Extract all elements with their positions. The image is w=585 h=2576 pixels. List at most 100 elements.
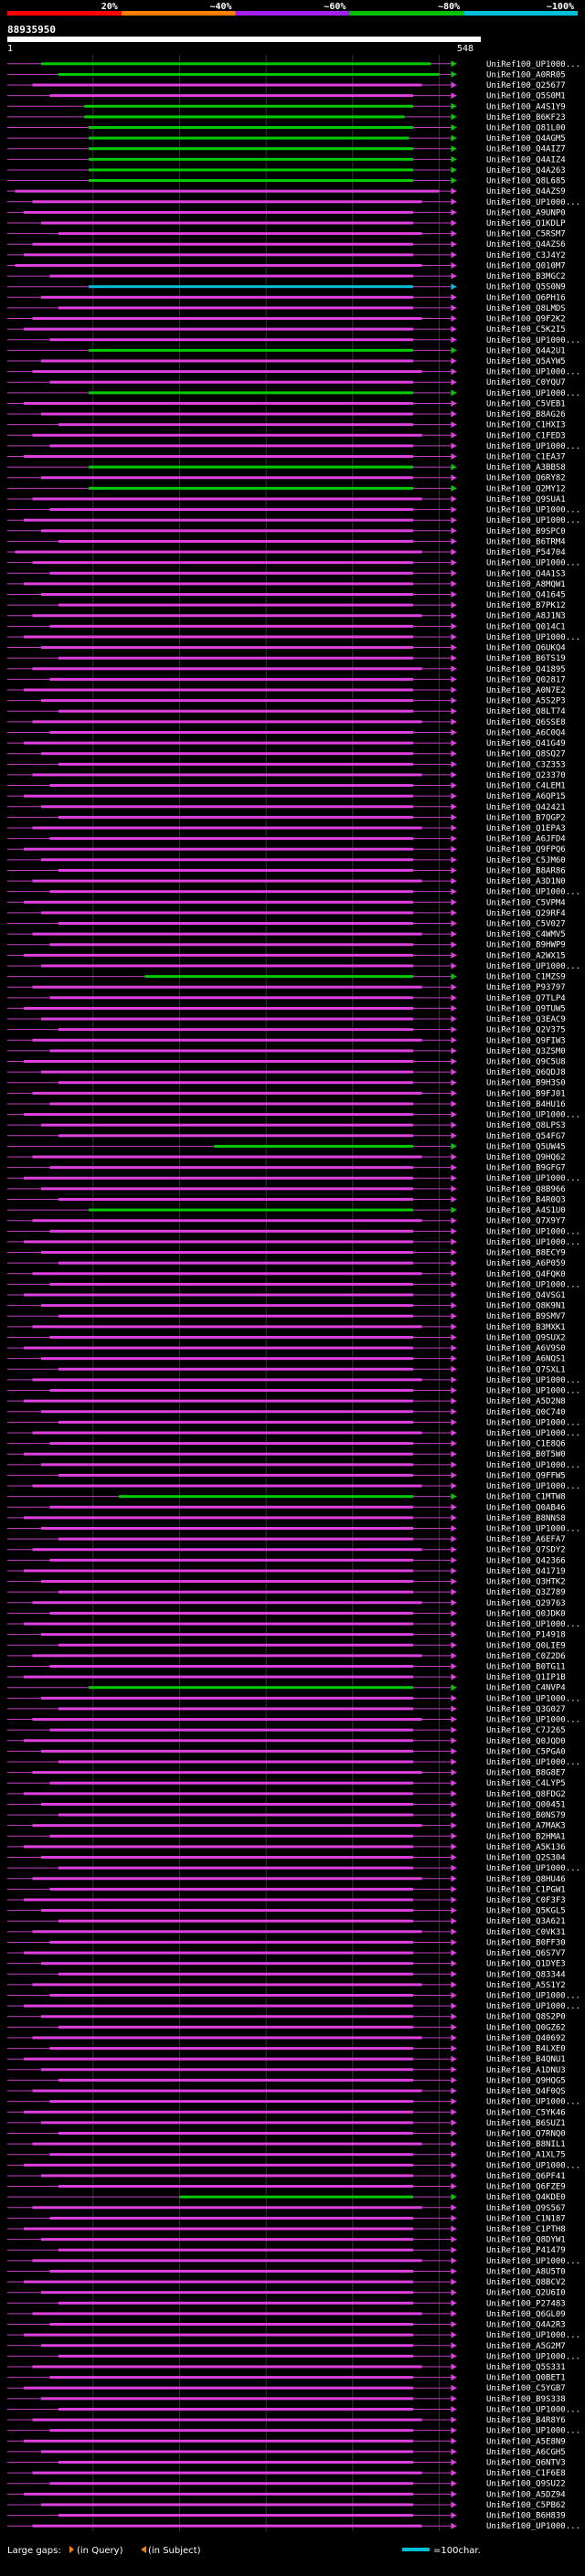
hit-row[interactable]: UniRef100_Q6FZE9 [7, 2183, 566, 2192]
hit-row[interactable]: UniRef100_C1E8Q6 [7, 1440, 566, 1449]
hit-row[interactable]: UniRef100_C5RSM7 [7, 230, 566, 239]
hit-row[interactable]: UniRef100_Q4AGM5 [7, 134, 566, 143]
hit-row[interactable]: UniRef100_A6QP15 [7, 792, 566, 801]
hit-row[interactable]: UniRef100_B8AR86 [7, 866, 566, 875]
hit-row[interactable]: UniRef100_A3BBS8 [7, 463, 566, 472]
hit-row[interactable]: UniRef100_Q9HQ62 [7, 1153, 566, 1162]
hit-row[interactable]: UniRef100_Q0LIE9 [7, 1641, 566, 1650]
hit-row[interactable]: UniRef100_Q4FQK0 [7, 1270, 566, 1279]
hit-row[interactable]: UniRef100_Q1KDLP [7, 219, 566, 228]
hit-row[interactable]: UniRef100_Q54FG7 [7, 1132, 566, 1141]
hit-row[interactable]: UniRef100_Q0JQD0 [7, 1737, 566, 1746]
hit-row[interactable]: UniRef100_A6CGH5 [7, 2448, 566, 2457]
hit-row[interactable]: UniRef100_Q9TUW5 [7, 1004, 566, 1013]
hit-row[interactable]: UniRef100_UP1000... [7, 1387, 580, 1396]
hit-row[interactable]: UniRef100_Q5S0M1 [7, 92, 566, 101]
hit-row[interactable]: UniRef100_A6NQS1 [7, 1355, 566, 1364]
hit-row[interactable]: UniRef100_UP1000... [7, 336, 580, 345]
hit-row[interactable]: UniRef100_A1DNU3 [7, 2066, 566, 2075]
hit-row[interactable]: UniRef100_A5D2N8 [7, 1397, 566, 1406]
hit-row[interactable]: UniRef100_Q4F0QS [7, 2087, 566, 2096]
hit-row[interactable]: UniRef100_B0FF30 [7, 1938, 566, 1947]
hit-row[interactable]: UniRef100_UP1000... [7, 506, 580, 515]
hit-row[interactable]: UniRef100_Q4AZS9 [7, 187, 566, 196]
hit-row[interactable]: UniRef100_C4WMV5 [7, 930, 566, 939]
hit-row[interactable]: UniRef100_Q2MY12 [7, 484, 566, 493]
hit-row[interactable]: UniRef100_A5S2P3 [7, 697, 566, 706]
hit-row[interactable]: UniRef100_Q8FDG2 [7, 1790, 566, 1799]
hit-row[interactable]: UniRef100_Q5S0N9 [7, 283, 566, 292]
hit-row[interactable]: UniRef100_C5V027 [7, 920, 566, 929]
hit-row[interactable]: UniRef100_UP1000... [7, 1376, 580, 1385]
hit-row[interactable]: UniRef100_B2HMA1 [7, 1832, 566, 1841]
hit-row[interactable]: UniRef100_Q9S567 [7, 2204, 566, 2213]
hit-row[interactable]: UniRef100_UP1000... [7, 1111, 580, 1120]
hit-row[interactable]: UniRef100_Q83344 [7, 1970, 566, 1979]
hit-row[interactable]: UniRef100_Q6SSE8 [7, 718, 566, 727]
hit-row[interactable]: UniRef100_Q8BCV2 [7, 2278, 566, 2287]
hit-row[interactable]: UniRef100_Q41719 [7, 1567, 566, 1576]
hit-row[interactable]: UniRef100_Q1IP1B [7, 1673, 566, 1682]
hit-row[interactable]: UniRef100_Q40692 [7, 2034, 566, 2043]
hit-row[interactable]: UniRef100_Q9SU22 [7, 2480, 566, 2489]
hit-row[interactable]: UniRef100_UP1000... [7, 1461, 580, 1470]
hit-row[interactable]: UniRef100_UP1000... [7, 962, 580, 971]
hit-row[interactable]: UniRef100_P14918 [7, 1631, 566, 1640]
hit-row[interactable]: UniRef100_A6JFD4 [7, 835, 566, 844]
hit-row[interactable]: UniRef100_Q2U6I0 [7, 2289, 566, 2298]
hit-row[interactable]: UniRef100_C1F6E8 [7, 2469, 566, 2478]
hit-row[interactable]: UniRef100_Q8SQ27 [7, 750, 566, 759]
hit-row[interactable]: UniRef100_C1HXI3 [7, 421, 566, 430]
hit-row[interactable]: UniRef100_Q41895 [7, 665, 566, 674]
hit-row[interactable]: UniRef100_Q29RF4 [7, 909, 566, 918]
hit-row[interactable]: UniRef100_UP1000... [7, 1429, 580, 1438]
hit-row[interactable]: UniRef100_C3Z353 [7, 760, 566, 769]
hit-row[interactable]: UniRef100_A7MAK3 [7, 1822, 566, 1831]
hit-row[interactable]: UniRef100_C1EA37 [7, 453, 566, 462]
hit-row[interactable]: UniRef100_UP1000... [7, 1758, 580, 1767]
hit-row[interactable]: UniRef100_A6V9S0 [7, 1344, 566, 1353]
hit-row[interactable]: UniRef100_P41479 [7, 2246, 566, 2255]
hit-row[interactable]: UniRef100_Q6QDJ8 [7, 1068, 566, 1077]
hit-row[interactable]: UniRef100_Q0GZ62 [7, 2023, 566, 2032]
hit-row[interactable]: UniRef100_A5DZ94 [7, 2490, 566, 2499]
hit-row[interactable]: UniRef100_B8G8E7 [7, 1769, 566, 1778]
hit-row[interactable]: UniRef100_Q81L00 [7, 123, 566, 133]
hit-row[interactable]: UniRef100_Q8LT74 [7, 707, 566, 716]
hit-row[interactable]: UniRef100_UP1000... [7, 389, 580, 398]
hit-row[interactable]: UniRef100_UP1000... [7, 1418, 580, 1427]
hit-row[interactable]: UniRef100_Q0C740 [7, 1408, 566, 1417]
hit-row[interactable]: UniRef100_A0N7E2 [7, 686, 566, 695]
hit-row[interactable]: UniRef100_A3D1N0 [7, 877, 566, 886]
hit-row[interactable]: UniRef100_Q3EAC9 [7, 1015, 566, 1024]
hit-row[interactable]: UniRef100_Q8DYW1 [7, 2236, 566, 2245]
hit-row[interactable]: UniRef100_C1N187 [7, 2214, 566, 2223]
hit-row[interactable]: UniRef100_B4LXE0 [7, 2045, 566, 2054]
hit-row[interactable]: UniRef100_Q3ZSM0 [7, 1047, 566, 1056]
hit-row[interactable]: UniRef100_UP1000... [7, 1992, 580, 2001]
hit-row[interactable]: UniRef100_Q00451 [7, 1800, 566, 1809]
hit-row[interactable]: UniRef100_Q4VSG1 [7, 1291, 566, 1300]
hit-row[interactable]: UniRef100_Q010M7 [7, 261, 566, 270]
hit-row[interactable]: UniRef100_Q23370 [7, 771, 566, 780]
hit-row[interactable]: UniRef100_Q9F2K2 [7, 315, 566, 324]
hit-row[interactable]: UniRef100_UP1000... [7, 2405, 580, 2414]
hit-row[interactable]: UniRef100_C7J265 [7, 1726, 566, 1735]
hit-row[interactable]: UniRef100_C4LEM1 [7, 782, 566, 791]
hit-row[interactable]: UniRef100_Q9FPQ6 [7, 845, 566, 854]
hit-row[interactable]: UniRef100_Q0JDK0 [7, 1609, 566, 1618]
hit-row[interactable]: UniRef100_B6H839 [7, 2512, 566, 2521]
hit-row[interactable]: UniRef100_Q7X9Y7 [7, 1217, 566, 1226]
hit-row[interactable]: UniRef100_C4LYP5 [7, 1779, 566, 1788]
hit-row[interactable]: UniRef100_Q8L685 [7, 177, 566, 186]
hit-row[interactable]: UniRef100_Q1EPA3 [7, 824, 566, 833]
hit-row[interactable]: UniRef100_B9GFG7 [7, 1164, 566, 1173]
hit-row[interactable]: UniRef100_Q1DYE3 [7, 1960, 566, 1969]
hit-row[interactable]: UniRef100_A8U5T0 [7, 2267, 566, 2276]
hit-row[interactable]: UniRef100_B8AG26 [7, 410, 566, 419]
hit-row[interactable]: UniRef100_Q3Z789 [7, 1588, 566, 1597]
hit-row[interactable]: UniRef100_Q5UW45 [7, 1142, 566, 1151]
hit-row[interactable]: UniRef100_A0RR05 [7, 70, 566, 80]
hit-row[interactable]: UniRef100_Q0BET1 [7, 2374, 566, 2383]
hit-row[interactable]: UniRef100_Q6UKQ4 [7, 644, 566, 653]
